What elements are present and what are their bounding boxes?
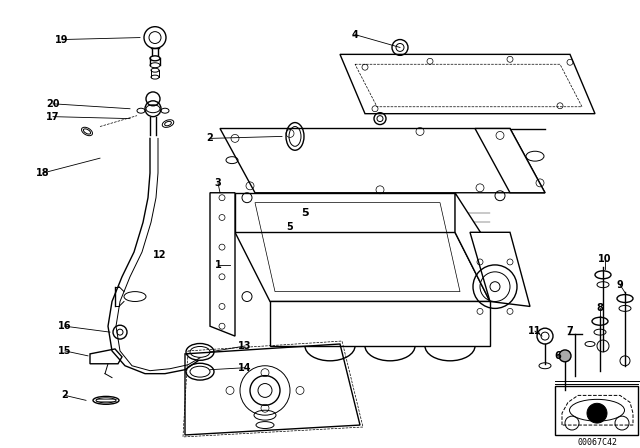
Text: 2: 2	[61, 390, 68, 401]
Text: 3: 3	[214, 178, 221, 188]
Polygon shape	[340, 54, 595, 114]
Text: 15: 15	[58, 346, 72, 356]
Text: 00067C42: 00067C42	[577, 438, 617, 447]
Text: 10: 10	[598, 254, 612, 264]
Polygon shape	[475, 129, 545, 193]
Polygon shape	[470, 233, 530, 306]
Text: 1: 1	[214, 260, 221, 270]
Text: 8: 8	[596, 303, 604, 314]
Text: 16: 16	[58, 321, 72, 331]
Text: 9: 9	[616, 280, 623, 290]
Text: 20: 20	[46, 99, 60, 109]
Polygon shape	[235, 233, 490, 302]
Polygon shape	[235, 193, 455, 233]
Circle shape	[587, 403, 607, 423]
Text: 12: 12	[153, 250, 167, 260]
Text: 2: 2	[207, 134, 213, 143]
Polygon shape	[210, 193, 235, 336]
Text: 4: 4	[351, 30, 358, 39]
Text: 19: 19	[55, 34, 68, 44]
Circle shape	[559, 350, 571, 362]
Text: 14: 14	[238, 363, 252, 373]
Text: 5: 5	[301, 207, 309, 218]
Text: 6: 6	[555, 351, 561, 361]
Polygon shape	[270, 302, 490, 346]
Polygon shape	[220, 129, 545, 193]
Text: 13: 13	[238, 341, 252, 351]
Text: 17: 17	[46, 112, 60, 122]
Text: 11: 11	[528, 326, 541, 336]
Text: 5: 5	[287, 222, 293, 233]
Polygon shape	[455, 193, 490, 302]
Text: 7: 7	[566, 326, 573, 336]
Text: 18: 18	[36, 168, 50, 178]
